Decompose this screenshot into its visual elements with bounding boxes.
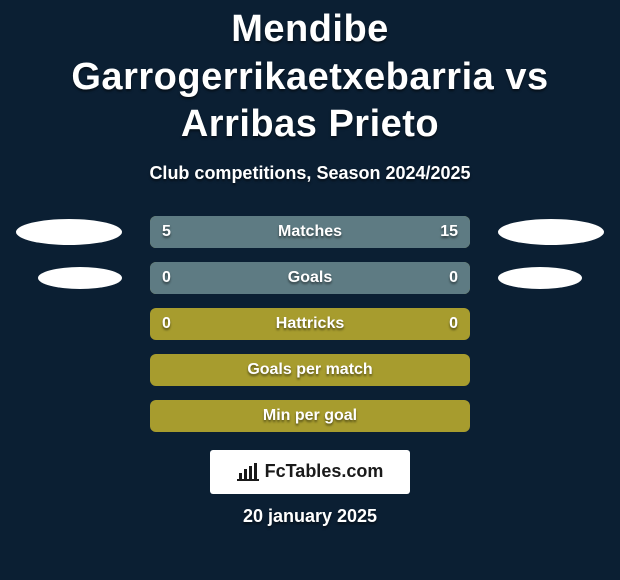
- stat-label: Goals per match: [247, 361, 372, 379]
- stat-row: Goals 0 0: [0, 262, 620, 294]
- comparison-infographic: Mendibe Garrogerrikaetxebarria vs Arriba…: [0, 0, 620, 580]
- bar-chart-icon: [237, 463, 259, 481]
- stat-label: Min per goal: [263, 407, 357, 425]
- stat-row: Goals per match: [0, 354, 620, 386]
- stat-row: Min per goal: [0, 400, 620, 432]
- stat-bar: Min per goal: [150, 400, 470, 432]
- date-text: 20 january 2025: [243, 506, 377, 527]
- stat-bar: Matches 5 15: [150, 216, 470, 248]
- subtitle: Club competitions, Season 2024/2025: [149, 163, 470, 184]
- player-left-marker: [38, 267, 122, 289]
- stat-bar-right-fill: [230, 216, 470, 248]
- stat-row: Hattricks 0 0: [0, 308, 620, 340]
- stat-value-right: 0: [449, 269, 458, 287]
- stat-row: Matches 5 15: [0, 216, 620, 248]
- fctables-logo-badge: FcTables.com: [210, 450, 410, 494]
- stat-value-right: 15: [440, 223, 458, 241]
- stat-bar-right-fill: [310, 262, 470, 294]
- stat-value-left: 5: [162, 223, 171, 241]
- page-title: Mendibe Garrogerrikaetxebarria vs Arriba…: [0, 0, 620, 149]
- stat-value-left: 0: [162, 269, 171, 287]
- stat-label: Matches: [278, 223, 342, 241]
- stat-value-right: 0: [449, 315, 458, 333]
- logo-text: FcTables.com: [265, 461, 384, 482]
- stat-label: Hattricks: [276, 315, 344, 333]
- stat-bar: Goals per match: [150, 354, 470, 386]
- player-right-marker: [498, 267, 582, 289]
- stat-label: Goals: [288, 269, 332, 287]
- stats-chart: Matches 5 15 Goals 0 0 Hattricks 0 0 Goals per ma…: [0, 216, 620, 432]
- stat-bar: Hattricks 0 0: [150, 308, 470, 340]
- stat-bar-left-fill: [150, 262, 310, 294]
- player-left-marker: [16, 219, 122, 245]
- stat-bar: Goals 0 0: [150, 262, 470, 294]
- stat-value-left: 0: [162, 315, 171, 333]
- player-right-marker: [498, 219, 604, 245]
